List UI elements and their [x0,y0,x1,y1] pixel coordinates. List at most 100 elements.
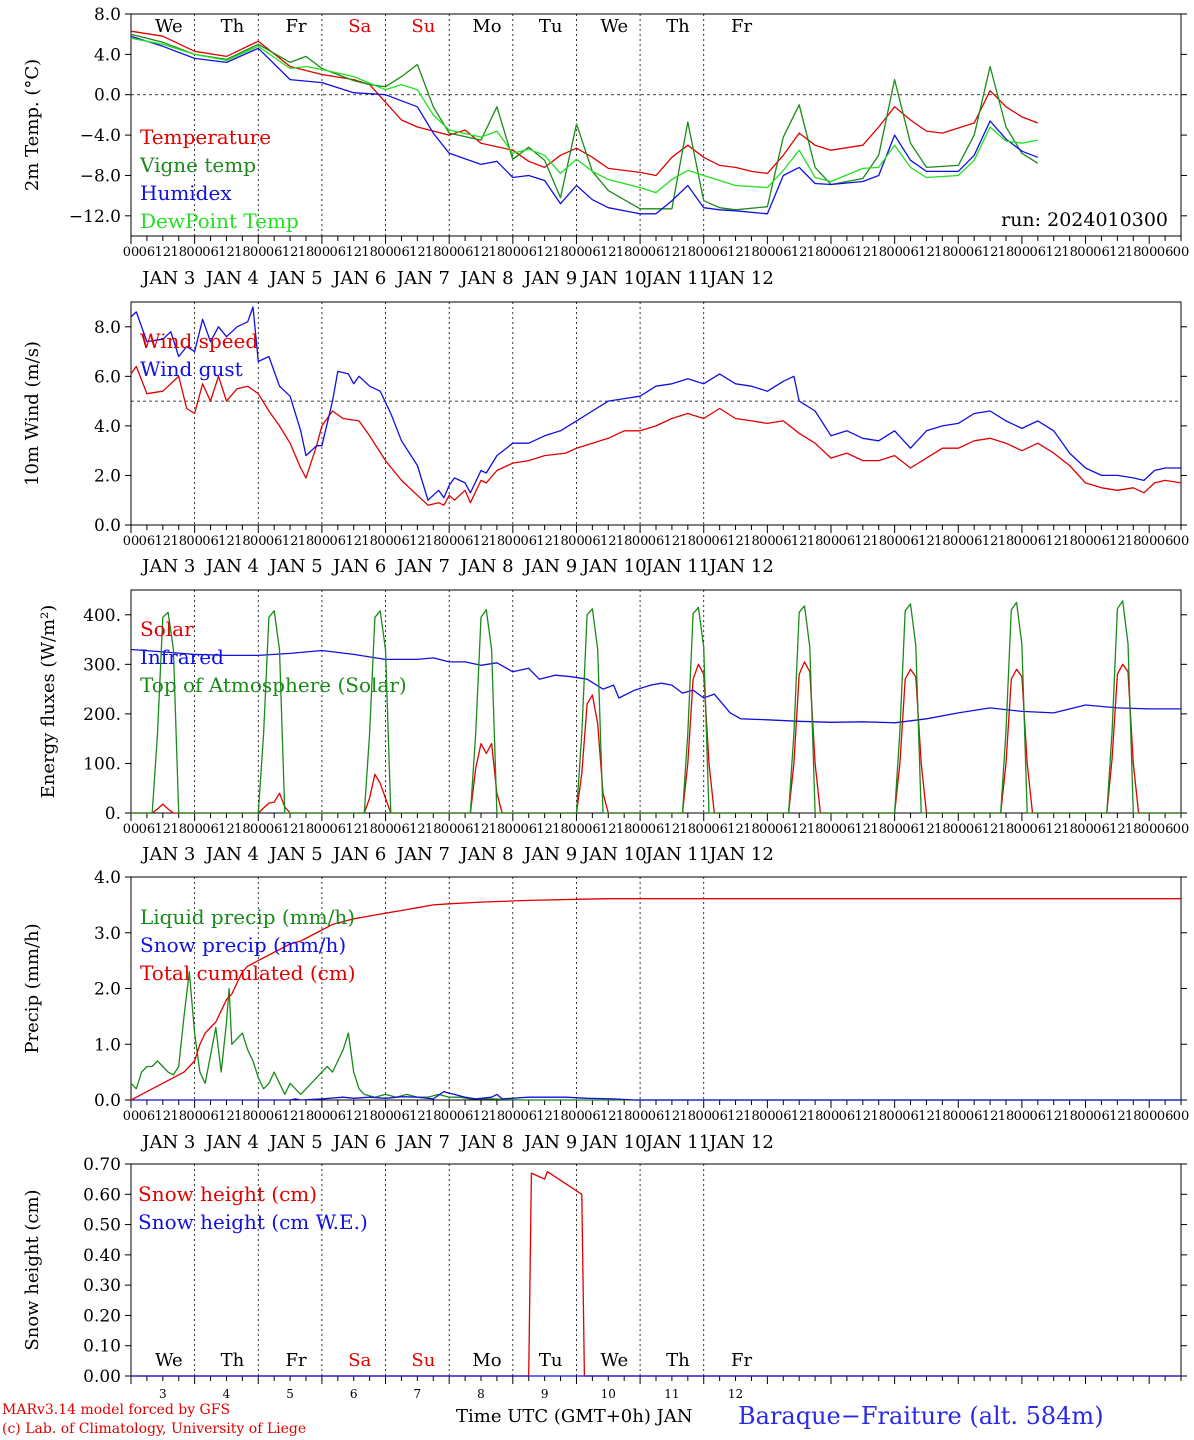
x-hour-label: 18 [170,245,187,260]
series-line [131,661,1181,814]
x-hour-label: 00 [632,534,649,549]
x-hour-label: 06 [966,534,983,549]
x-hour-label: 00 [186,534,203,549]
x-hour-label: 12 [982,822,999,837]
x-weekday-label: We [155,1350,183,1371]
x-hour-label: 06 [584,245,601,260]
x-hour-label: 18 [489,1109,506,1124]
x-hour-label: 00 [695,822,712,837]
x-hour-label: 12 [218,822,235,837]
x-hour-label: 06 [584,1109,601,1124]
x-hour-label: 00 [123,822,140,837]
x-hour-label: 06 [966,245,983,260]
x-hour-label: 18 [870,245,887,260]
x-hour-label: 00 [441,245,458,260]
x-hour-label: 00 [1141,822,1158,837]
y-tick-label: 2.0 [94,980,121,1000]
x-hour-label: 18 [489,245,506,260]
x-date-label: JAN 5 [268,1132,323,1153]
x-hour-label: 12 [664,822,681,837]
series-line [130,648,1181,724]
x-hour-label: 12 [473,245,490,260]
x-hour-label: 06 [839,1109,856,1124]
x-hour-label: 12 [727,534,744,549]
x-day-number: 5 [286,1387,294,1401]
y-tick-label: 4.0 [94,868,121,888]
x-hour-label: 00 [123,1109,140,1124]
y-tick-label: 0.60 [83,1185,121,1205]
x-hour-label: 12 [536,1109,553,1124]
y-tick-label: 4.0 [94,45,121,65]
y-tick-label: 4.0 [94,417,121,437]
x-hour-label: 06 [839,534,856,549]
x-hour-label: 12 [536,534,553,549]
x-hour-label: 00 [505,822,522,837]
x-hour-label: 12 [473,822,490,837]
x-hour-label: 18 [743,822,760,837]
x-date-label: JAN 9 [522,1132,577,1153]
x-date-label: JAN 11 [644,844,711,865]
x-hour-label: 06 [1157,245,1174,260]
x-hour-label: 12 [600,1109,617,1124]
x-hour-label: 00 [568,245,585,260]
x-hour-label: 12 [791,822,808,837]
x-hour-label: 00 [377,534,394,549]
x-weekday-label: Fr [731,1350,752,1371]
x-hour-label: 12 [536,245,553,260]
x-hour-label: 00 [950,534,967,549]
x-hour-label: 06 [266,245,283,260]
x-date-label: JAN 5 [268,844,323,865]
x-hour-label: 06 [1030,1109,1047,1124]
x-hour-label: 00 [823,245,840,260]
y-axis-title: 10m Wind (m/s) [22,341,43,486]
x-date-label: JAN 11 [644,1132,711,1153]
y-tick-label: 1.0 [94,1035,121,1055]
x-weekday-label: Th [666,1350,690,1371]
x-hour-label: 18 [489,822,506,837]
x-hour-label: 06 [330,245,347,260]
y-tick-label: 8.0 [94,5,121,25]
x-hour-label: 06 [1093,245,1110,260]
x-hour-label: 12 [982,1109,999,1124]
x-hour-label: 18 [680,534,697,549]
x-hour-label: 12 [409,822,426,837]
lab-credit: (c) Lab. of Climatology, University of L… [2,1421,307,1437]
x-hour-label: 18 [552,822,569,837]
x-hour-label: 12 [155,822,172,837]
x-hour-label: 18 [870,534,887,549]
x-hour-label: 18 [807,534,824,549]
legend-entry: DewPoint Temp [140,209,299,233]
x-date-label: JAN 3 [140,1132,195,1153]
x-hour-label: 12 [1045,245,1062,260]
x-hour-label: 06 [139,822,156,837]
x-hour-label: 06 [1093,822,1110,837]
x-hour-label: 18 [298,822,315,837]
x-hour-label: 18 [234,822,251,837]
x-hour-label: 06 [457,245,474,260]
y-axis-title: 2m Temp. (°C) [22,59,43,191]
x-hour-label: 12 [282,822,299,837]
x-hour-label: 18 [616,822,633,837]
x-hour-label: 18 [425,822,442,837]
x-hour-label: 06 [648,245,665,260]
x-hour-label: 12 [982,245,999,260]
x-hour-label: 00 [1173,822,1190,837]
y-tick-label: 0.70 [83,1155,121,1175]
x-hour-label: 00 [377,822,394,837]
x-hour-label: 18 [998,245,1015,260]
x-hour-label: 00 [632,1109,649,1124]
y-tick-label: 0.20 [83,1306,121,1326]
x-date-label: JAN 10 [580,268,647,289]
x-hour-label: 18 [998,822,1015,837]
x-date-label: JAN 5 [268,556,323,577]
x-date-label: JAN 6 [331,268,386,289]
x-hour-label: 12 [855,822,872,837]
series-line [131,600,1181,814]
x-date-label: JAN 7 [395,844,450,865]
x-hour-label: 18 [807,1109,824,1124]
x-hour-label: 06 [775,822,792,837]
legend-entry: Wind speed [140,329,258,353]
x-hour-label: 12 [409,534,426,549]
x-date-label: JAN 4 [204,1132,259,1153]
legend-entry: Total cumulated (cm) [140,961,356,985]
